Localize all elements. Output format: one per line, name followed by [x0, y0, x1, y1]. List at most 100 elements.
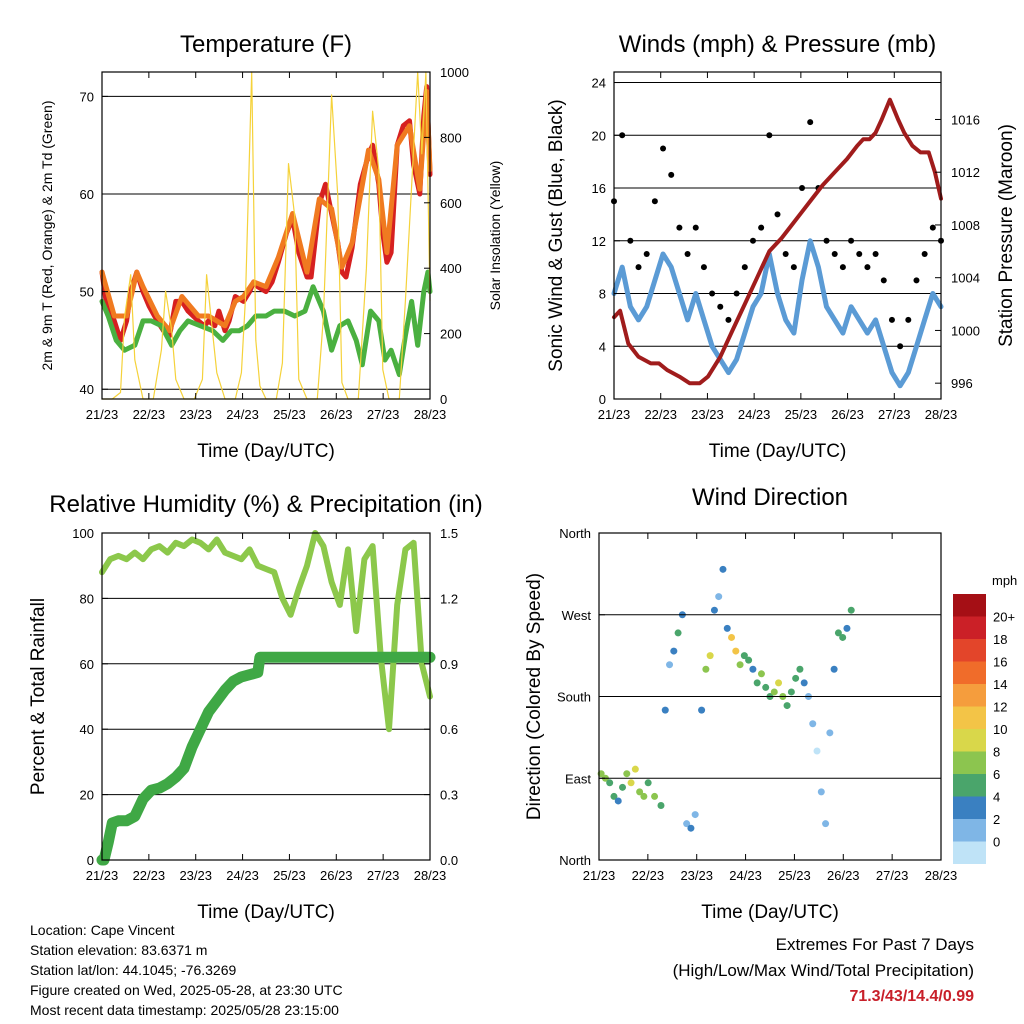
gust-point: [619, 132, 626, 139]
gust-point: [880, 277, 887, 284]
gust-point: [807, 119, 814, 126]
direction-point: [787, 688, 795, 696]
y2-tick-label: 400: [440, 261, 462, 276]
direction-point: [640, 792, 648, 800]
y-tick-label: 70: [80, 89, 94, 104]
gust-point: [782, 250, 789, 257]
x-tick-label: 24/23: [226, 407, 259, 422]
y2-tick-label: 1016: [951, 112, 980, 127]
y-axis-label: Sonic Wind & Gust (Blue, Black): [546, 99, 567, 371]
direction-point: [719, 565, 727, 573]
direction-point: [657, 802, 665, 809]
x-tick-label: 22/23: [133, 407, 166, 422]
gust-point: [823, 237, 830, 244]
gust-point: [848, 237, 855, 244]
x-tick-label: 27/23: [367, 407, 400, 422]
gust-point: [709, 290, 716, 297]
panel-3: [96, 530, 436, 866]
direction-point: [698, 706, 706, 714]
y-axis-label: Direction (Colored By Speed): [524, 573, 545, 820]
y-tick-label: 40: [80, 382, 94, 397]
direction-point: [691, 811, 699, 819]
y-tick-label: 0: [87, 853, 94, 868]
y2-tick-label: 1000: [440, 65, 469, 80]
gust-point: [700, 264, 707, 271]
recent-data-text: Most recent data timestamp: 2025/05/28 2…: [30, 1002, 339, 1018]
legend-swatch: [953, 796, 986, 819]
direction-point: [770, 688, 778, 696]
extremes-box: Extremes For Past 7 Days (High/Low/Max W…: [673, 932, 974, 1010]
legend-swatch: [953, 751, 986, 774]
direction-point: [619, 783, 627, 791]
direction-point: [817, 788, 825, 796]
direction-point: [792, 674, 800, 682]
legend-label: 14: [993, 677, 1007, 692]
y2-tick-label: 1000: [951, 323, 980, 338]
y2-tick-label: 0.6: [440, 722, 458, 737]
y-tick-label: 4: [599, 339, 606, 354]
direction-point: [636, 788, 644, 796]
x-axis-label: Time (Day/UTC): [709, 441, 847, 462]
direction-point: [757, 670, 765, 678]
legend-swatch: [953, 819, 986, 842]
direction-point: [702, 665, 710, 673]
direction-point: [796, 665, 804, 673]
y-tick-label: 20: [592, 128, 606, 143]
x-tick-label: 28/23: [925, 407, 958, 422]
latlon-text: Station lat/lon: 44.1045; -76.3269: [30, 962, 237, 978]
legend-label: 8: [993, 745, 1000, 760]
gust-point: [799, 185, 806, 192]
direction-point: [749, 665, 757, 673]
panel-title: Winds (mph) & Pressure (mb): [619, 31, 936, 58]
gust-point: [725, 316, 732, 323]
y2-axis-label: Solar Insolation (Yellow): [487, 161, 503, 311]
legend-label: 10: [993, 722, 1007, 737]
y2-tick-label: 0.9: [440, 657, 458, 672]
y-axis-label: 2m & 9m T (Red, Orange) & 2m Td (Green): [39, 101, 55, 371]
y2-tick-label: 996: [951, 376, 973, 391]
y-tick-label: 12: [592, 234, 606, 249]
gust-point: [660, 145, 667, 152]
x-tick-label: 25/23: [778, 868, 811, 883]
x-axis-label: Time (Day/UTC): [197, 902, 335, 923]
gust-point: [921, 250, 928, 257]
legend-label: 16: [993, 655, 1007, 670]
gust-point: [897, 343, 904, 350]
direction-point: [661, 706, 669, 714]
series-line-9m-t: [99, 89, 433, 334]
legend-swatch: [953, 594, 986, 617]
y-tick-label: North: [559, 526, 591, 541]
direction-point: [715, 593, 723, 601]
panel-title: Wind Direction: [692, 484, 848, 511]
x-tick-label: 24/23: [226, 868, 259, 883]
y2-tick-label: 0.0: [440, 853, 458, 868]
legend-swatch: [953, 661, 986, 684]
x-tick-label: 24/23: [729, 868, 762, 883]
direction-point: [723, 624, 731, 632]
direction-point: [809, 720, 817, 728]
direction-point: [606, 779, 614, 787]
legend-label: 0: [993, 835, 1000, 850]
y-tick-label: North: [559, 853, 591, 868]
direction-point: [762, 683, 770, 691]
y2-tick-label: 1004: [951, 271, 980, 286]
direction-point: [706, 652, 714, 660]
series-line-gust: [614, 122, 941, 346]
x-tick-label: 21/23: [598, 407, 631, 422]
x-axis-label: Time (Day/UTC): [197, 441, 335, 462]
direction-point: [732, 647, 740, 655]
direction-point: [728, 633, 736, 641]
series-line-station-pressure: [612, 97, 943, 386]
direction-point: [651, 792, 659, 800]
series-line-sonic-wind: [611, 238, 944, 389]
gust-point: [684, 250, 691, 257]
gust-point: [929, 224, 936, 231]
y-tick-label: 50: [80, 285, 94, 300]
y-tick-label: East: [565, 771, 591, 786]
legend-label: 20+: [993, 610, 1015, 625]
y-tick-label: West: [562, 608, 592, 623]
direction-point: [623, 770, 631, 778]
gust-point: [758, 224, 765, 231]
gust-point: [872, 250, 879, 257]
gust-point: [905, 316, 912, 323]
